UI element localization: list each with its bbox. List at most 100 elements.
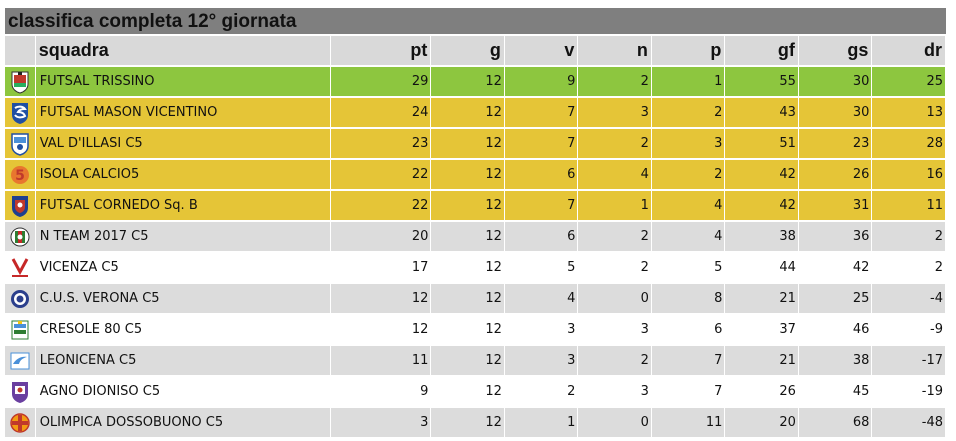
logo-column-header — [5, 36, 36, 67]
agno-dioniso-logo-icon — [9, 380, 31, 404]
goals-against-cell: 36 — [798, 221, 873, 253]
draws-cell: 2 — [577, 252, 652, 284]
table-row: FUTSAL TRISSINO 29 12 9 2 1 55 30 25 — [5, 66, 946, 98]
goals-for-cell: 42 — [724, 159, 799, 191]
points-cell: 3 — [330, 407, 432, 439]
draws-cell: 4 — [577, 159, 652, 191]
losses-cell: 8 — [651, 283, 726, 315]
losses-cell: 4 — [651, 190, 726, 222]
played-column-header: g — [430, 36, 505, 67]
goal-difference-cell: 2 — [871, 221, 946, 253]
losses-cell: 5 — [651, 252, 726, 284]
played-cell: 12 — [430, 66, 505, 98]
goals-for-cell: 44 — [724, 252, 799, 284]
goal-difference-cell: -17 — [871, 345, 946, 377]
wins-cell: 5 — [504, 252, 579, 284]
losses-cell: 6 — [651, 314, 726, 346]
losses-cell: 4 — [651, 221, 726, 253]
goals-against-cell: 68 — [798, 407, 873, 439]
points-cell: 11 — [330, 345, 432, 377]
goals-for-cell: 38 — [724, 221, 799, 253]
goal-difference-cell: -48 — [871, 407, 946, 439]
olimpica-dossobuono-logo-icon — [9, 411, 31, 435]
points-cell: 12 — [330, 283, 432, 315]
team-name-cell: N TEAM 2017 C5 — [35, 221, 331, 253]
losses-cell: 7 — [651, 376, 726, 408]
draws-cell: 3 — [577, 314, 652, 346]
losses-column-header: p — [651, 36, 726, 67]
team-logo-cell — [5, 376, 36, 408]
played-cell: 12 — [430, 345, 505, 377]
goals-against-cell: 26 — [798, 159, 873, 191]
goals-against-cell: 46 — [798, 314, 873, 346]
goals-for-cell: 51 — [724, 128, 799, 160]
team-logo-cell — [5, 221, 36, 253]
goal-difference-cell: 28 — [871, 128, 946, 160]
played-cell: 12 — [430, 97, 505, 129]
futsal-trissino-logo-icon — [9, 70, 31, 94]
isola-calcio5-logo-icon: 5 — [9, 163, 31, 187]
team-name-cell: FUTSAL TRISSINO — [35, 66, 331, 98]
points-cell: 17 — [330, 252, 432, 284]
table-row: OLIMPICA DOSSOBUONO C5 3 12 1 0 11 20 68 -48 — [5, 407, 946, 439]
goal-difference-cell: 16 — [871, 159, 946, 191]
val-dillasi-logo-icon — [9, 132, 31, 156]
goal-difference-cell: 25 — [871, 66, 946, 98]
played-cell: 12 — [430, 283, 505, 315]
wins-column-header: v — [504, 36, 579, 67]
goals-for-cell: 42 — [724, 190, 799, 222]
points-cell: 22 — [330, 159, 432, 191]
team-logo-cell — [5, 190, 36, 222]
wins-cell: 7 — [504, 97, 579, 129]
wins-cell: 2 — [504, 376, 579, 408]
points-cell: 29 — [330, 66, 432, 98]
draws-cell: 2 — [577, 128, 652, 160]
goals-for-cell: 43 — [724, 97, 799, 129]
goals-for-cell: 26 — [724, 376, 799, 408]
draws-cell: 1 — [577, 190, 652, 222]
losses-cell: 2 — [651, 159, 726, 191]
wins-cell: 6 — [504, 221, 579, 253]
table-row: CRESOLE 80 C5 12 12 3 3 6 37 46 -9 — [5, 314, 946, 346]
goals-for-cell: 55 — [724, 66, 799, 98]
team-name-cell: AGNO DIONISO C5 — [35, 376, 331, 408]
team-logo-cell — [5, 407, 36, 439]
team-name-cell: CRESOLE 80 C5 — [35, 314, 331, 346]
points-cell: 9 — [330, 376, 432, 408]
goals-for-cell: 37 — [724, 314, 799, 346]
team-logo-cell — [5, 66, 36, 98]
n-team-2017-logo-icon — [9, 225, 31, 249]
points-column-header: pt — [330, 36, 432, 67]
goals-against-cell: 38 — [798, 345, 873, 377]
wins-cell: 6 — [504, 159, 579, 191]
team-name-cell: LEONICENA C5 — [35, 345, 331, 377]
cresole-80-logo-icon — [9, 318, 31, 342]
vicenza-c5-logo-icon — [9, 256, 31, 280]
losses-cell: 3 — [651, 128, 726, 160]
table-row: N TEAM 2017 C5 20 12 6 2 4 38 36 2 — [5, 221, 946, 253]
draws-cell: 3 — [577, 376, 652, 408]
team-logo-cell — [5, 97, 36, 129]
points-cell: 24 — [330, 97, 432, 129]
standings-widget: classifica completa 12° giornata squadra… — [5, 8, 946, 439]
played-cell: 12 — [430, 128, 505, 160]
table-row: C.U.S. VERONA C5 12 12 4 0 8 21 25 -4 — [5, 283, 946, 315]
goals-against-cell: 42 — [798, 252, 873, 284]
goals-for-cell: 21 — [724, 283, 799, 315]
table-row: AGNO DIONISO C5 9 12 2 3 7 26 45 -19 — [5, 376, 946, 408]
goals-against-cell: 30 — [798, 97, 873, 129]
goals-against-cell: 30 — [798, 66, 873, 98]
wins-cell: 4 — [504, 283, 579, 315]
team-logo-cell — [5, 345, 36, 377]
team-name-cell: VAL D'ILLASI C5 — [35, 128, 331, 160]
wins-cell: 9 — [504, 66, 579, 98]
losses-cell: 7 — [651, 345, 726, 377]
wins-cell: 7 — [504, 128, 579, 160]
played-cell: 12 — [430, 407, 505, 439]
team-name-cell: FUTSAL MASON VICENTINO — [35, 97, 331, 129]
team-name-cell: C.U.S. VERONA C5 — [35, 283, 331, 315]
goals-against-column-header: gs — [798, 36, 873, 67]
team-logo-cell — [5, 128, 36, 160]
draws-cell: 2 — [577, 221, 652, 253]
losses-cell: 11 — [651, 407, 726, 439]
